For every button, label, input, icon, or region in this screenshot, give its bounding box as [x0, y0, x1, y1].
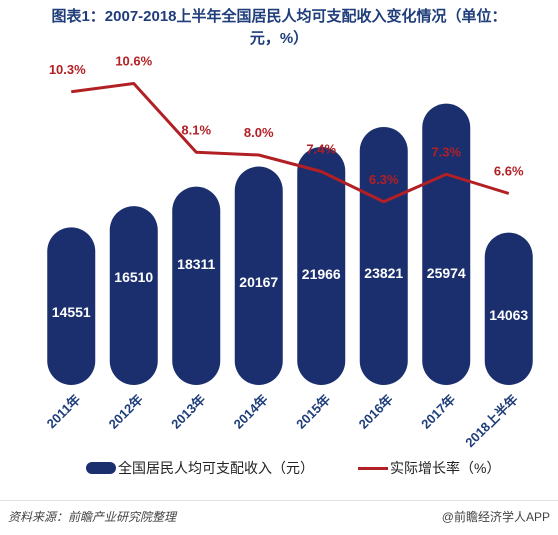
growth-label-3: 8.0%	[244, 125, 274, 140]
bar-value-label-4: 21966	[302, 266, 341, 282]
bar-4	[297, 147, 346, 385]
x-tick-label-3: 2014年	[231, 392, 271, 432]
bar-6	[422, 103, 471, 386]
legend-item-growth: 实际增长率（%）	[358, 458, 500, 478]
bar-0	[47, 227, 96, 385]
footer-source: 资料来源：前瞻产业研究院整理	[8, 510, 177, 524]
footer-brand: @前瞻经济学人APP	[441, 510, 550, 524]
growth-line	[71, 82, 510, 204]
chart-title: 图表1：2007-2018上半年全国居民人均可支配收入变化情况（单位： 元，%）	[51, 8, 507, 47]
bar-value-label-7: 14063	[489, 307, 528, 323]
x-tick-label-2: 2013年	[168, 392, 208, 432]
growth-label-7: 6.6%	[494, 164, 524, 179]
bar-3	[234, 166, 283, 385]
bar-value-label-0: 14551	[52, 304, 91, 320]
legend: 全国居民人均可支配收入（元） 实际增长率（%）	[0, 458, 558, 482]
legend-label-growth: 实际增长率（%）	[390, 460, 501, 476]
growth-label-6: 7.3%	[431, 144, 461, 159]
growth-label-1: 10.6%	[115, 54, 152, 69]
growth-label-2: 8.1%	[181, 122, 211, 137]
bar-5	[359, 126, 408, 386]
x-tick-label-5: 2016年	[356, 392, 396, 432]
growth-label-0: 10.3%	[49, 62, 86, 77]
x-tick-label-7: 2018上半年	[462, 392, 521, 451]
bar-2	[172, 186, 221, 385]
legend-label-income: 全国居民人均可支配收入（元）	[118, 460, 314, 476]
bar-value-label-5: 23821	[364, 265, 403, 281]
x-tick-label-1: 2012年	[106, 392, 146, 432]
legend-swatch-bar	[86, 462, 116, 474]
x-tick-label-0: 2011年	[44, 392, 84, 432]
growth-label-5: 6.3%	[369, 172, 399, 187]
bar-value-label-6: 25974	[427, 265, 466, 281]
legend-swatch-line	[358, 466, 388, 470]
chart-canvas: 14551 16510 18311 20167 21966 23821 25974 14063…	[44, 54, 533, 451]
bar-1	[109, 206, 158, 385]
x-tick-label-6: 2017年	[418, 392, 458, 432]
bar-7	[484, 232, 533, 385]
legend-item-income: 全国居民人均可支配收入（元）	[86, 458, 314, 478]
x-tick-label-4: 2015年	[293, 392, 333, 432]
bar-value-label-3: 20167	[239, 274, 278, 290]
bar-value-label-1: 16510	[114, 269, 153, 285]
growth-label-4: 7.4%	[306, 142, 336, 157]
footer-divider	[0, 500, 558, 501]
bar-value-label-2: 18311	[177, 256, 215, 272]
